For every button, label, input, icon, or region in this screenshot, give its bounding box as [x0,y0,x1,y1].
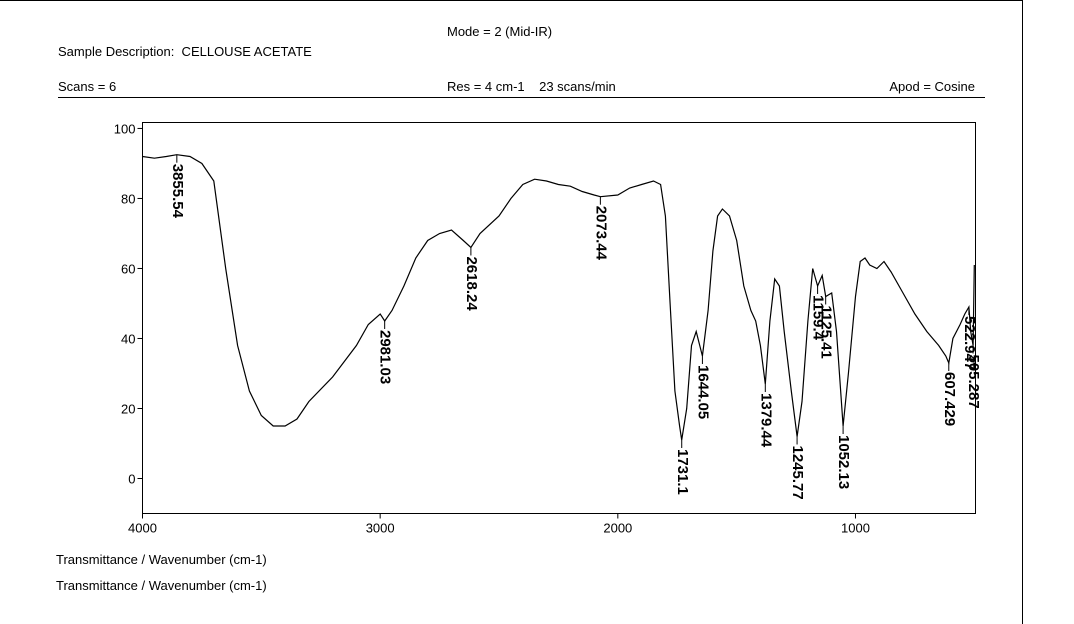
x-tick-label: 2000 [603,521,632,536]
apod: Apod = Cosine [889,79,975,94]
y-tick-label: 100 [114,121,136,136]
peak-label: 3855.54 [169,164,186,219]
peak-label: 2073.44 [592,206,609,261]
peak-label: 505.287 [965,354,982,408]
peak-label: 1159.4 [810,295,827,341]
mode: Mode = 2 (Mid-IR) [447,24,552,39]
x-tick-label: 4000 [128,521,157,536]
peak-label: 1052.13 [835,435,852,489]
peak-label: 522.947 [961,316,978,370]
x-tick-label: 1000 [841,521,870,536]
x-label: Transmittance / Wavenumber (cm-1) [56,552,267,567]
y-tick-label: 20 [121,401,135,416]
peak-label: 607.429 [941,372,958,426]
peak-label: 1731.1 [674,449,691,495]
y-tick-label: 60 [121,261,135,276]
peak-label: 2618.24 [463,256,480,311]
plot-frame [142,122,976,514]
y-label: Transmittance / Wavenumber (cm-1) [56,578,267,593]
res: Res = 4 cm-1 23 scans/min [447,79,616,94]
scans: Scans = 6 [58,79,116,94]
peak-label: 1644.05 [694,365,711,419]
x-tick-label: 3000 [366,521,395,536]
y-tick-label: 40 [121,331,135,346]
spectrum [142,154,975,441]
peak-label: 1125.41 [818,305,835,358]
peak-label: 1379.44 [757,393,774,448]
peak-label: 1245.77 [789,445,806,499]
y-tick-label: 0 [128,471,135,486]
peak-label: 2981.03 [377,330,394,384]
y-tick-label: 80 [121,191,135,206]
sample: Sample Description: CELLOUSE ACETATE [58,44,312,59]
